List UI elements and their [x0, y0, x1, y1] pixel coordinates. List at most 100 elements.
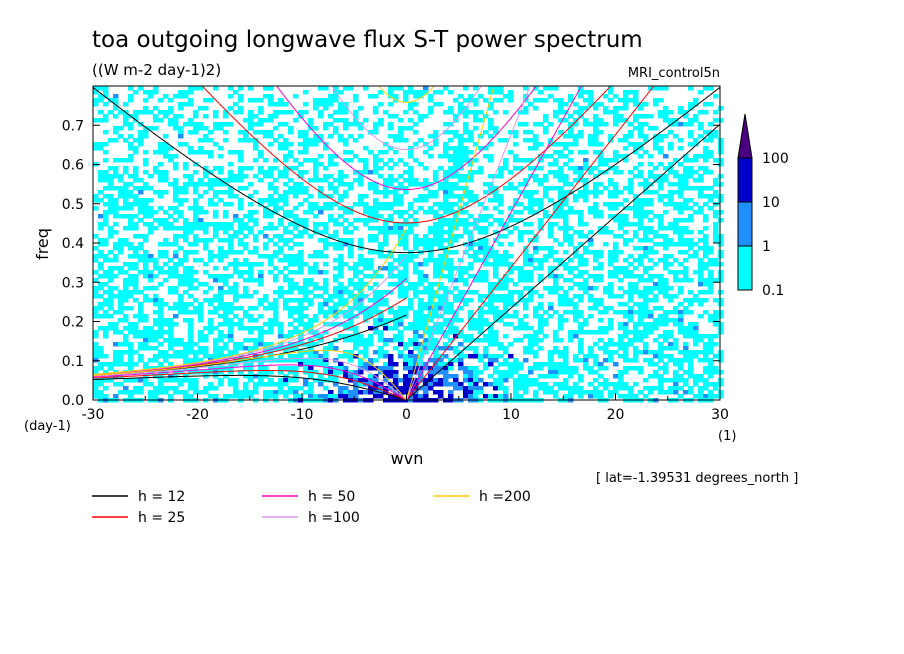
x-tick-label: -10: [291, 407, 314, 423]
spectrum-cell: [373, 210, 379, 215]
spectrum-cell: [483, 182, 489, 187]
spectrum-cell: [278, 366, 284, 371]
spectrum-cell: [718, 238, 724, 243]
spectrum-cell: [253, 338, 259, 343]
spectrum-cell: [478, 94, 484, 99]
spectrum-cell: [583, 186, 589, 191]
spectrum-cell: [203, 170, 209, 175]
spectrum-cell: [713, 238, 719, 243]
spectrum-cell: [573, 310, 579, 315]
spectrum-cell: [613, 122, 619, 127]
spectrum-cell: [523, 390, 529, 395]
spectrum-cell: [393, 386, 399, 391]
spectrum-cell: [423, 274, 429, 279]
spectrum-cell: [93, 306, 99, 311]
spectrum-cell: [453, 346, 459, 351]
spectrum-cell: [128, 378, 134, 383]
spectrum-cell: [643, 278, 649, 283]
spectrum-cell: [683, 274, 689, 279]
spectrum-cell: [668, 310, 674, 315]
spectrum-cell: [448, 302, 454, 307]
spectrum-cell: [708, 134, 714, 139]
spectrum-cell: [693, 354, 699, 359]
spectrum-cell: [353, 306, 359, 311]
spectrum-cell: [508, 206, 514, 211]
spectrum-cell: [153, 258, 159, 263]
spectrum-cell: [713, 334, 719, 339]
spectrum-cell: [423, 186, 429, 191]
plot-area: [92, 85, 724, 403]
spectrum-cell: [318, 382, 324, 387]
spectrum-cell: [643, 350, 649, 355]
spectrum-cell: [248, 86, 254, 91]
spectrum-cell: [573, 314, 579, 319]
spectrum-cell: [228, 334, 234, 339]
spectrum-cell: [423, 326, 429, 331]
spectrum-cell: [188, 318, 194, 323]
spectrum-cell: [168, 270, 174, 275]
spectrum-cell: [493, 286, 499, 291]
spectrum-cell: [438, 186, 444, 191]
spectrum-cell: [593, 254, 599, 259]
spectrum-cell: [338, 294, 344, 299]
spectrum-cell: [248, 250, 254, 255]
spectrum-cell: [153, 390, 159, 395]
spectrum-cell: [663, 362, 669, 367]
spectrum-cell: [373, 394, 379, 399]
spectrum-cell: [558, 106, 564, 111]
spectrum-cell: [503, 302, 509, 307]
spectrum-cell: [263, 210, 269, 215]
spectrum-cell: [293, 118, 299, 123]
spectrum-cell: [293, 326, 299, 331]
spectrum-cell: [318, 134, 324, 139]
spectrum-cell: [453, 334, 459, 339]
spectrum-cell: [273, 202, 279, 207]
spectrum-cell: [228, 86, 234, 91]
spectrum-cell: [448, 310, 454, 315]
spectrum-cell: [563, 190, 569, 195]
spectrum-cell: [658, 354, 664, 359]
spectrum-cell: [303, 130, 309, 135]
spectrum-cell: [398, 390, 404, 395]
spectrum-cell: [458, 198, 464, 203]
spectrum-cell: [338, 394, 344, 399]
spectrum-cell: [373, 198, 379, 203]
spectrum-cell: [453, 194, 459, 199]
spectrum-cell: [453, 386, 459, 391]
spectrum-cell: [333, 314, 339, 319]
spectrum-cell: [488, 174, 494, 179]
spectrum-cell: [528, 102, 534, 107]
spectrum-cell: [698, 230, 704, 235]
spectrum-cell: [623, 106, 629, 111]
spectrum-cell: [118, 214, 124, 219]
spectrum-cell: [123, 290, 129, 295]
spectrum-cell: [693, 118, 699, 123]
spectrum-cell: [533, 330, 539, 335]
spectrum-cell: [193, 354, 199, 359]
spectrum-cell: [288, 282, 294, 287]
spectrum-cell: [528, 146, 534, 151]
spectrum-cell: [448, 290, 454, 295]
spectrum-cell: [418, 206, 424, 211]
spectrum-cell: [658, 274, 664, 279]
spectrum-cell: [623, 342, 629, 347]
spectrum-cell: [158, 378, 164, 383]
spectrum-cell: [328, 378, 334, 383]
spectrum-cell: [593, 174, 599, 179]
spectrum-cell: [318, 110, 324, 115]
spectrum-cell: [558, 190, 564, 195]
spectrum-cell: [588, 366, 594, 371]
spectrum-cell: [533, 354, 539, 359]
spectrum-cell: [578, 314, 584, 319]
spectrum-cell: [133, 314, 139, 319]
rossby-curve: [92, 357, 407, 401]
spectrum-cell: [358, 158, 364, 163]
spectrum-cell: [588, 210, 594, 215]
spectrum-cell: [533, 366, 539, 371]
spectrum-cell: [348, 206, 354, 211]
spectrum-cell: [258, 278, 264, 283]
spectrum-cell: [168, 158, 174, 163]
spectrum-cell: [473, 278, 479, 283]
spectrum-cell: [443, 130, 449, 135]
spectrum-cell: [253, 222, 259, 227]
